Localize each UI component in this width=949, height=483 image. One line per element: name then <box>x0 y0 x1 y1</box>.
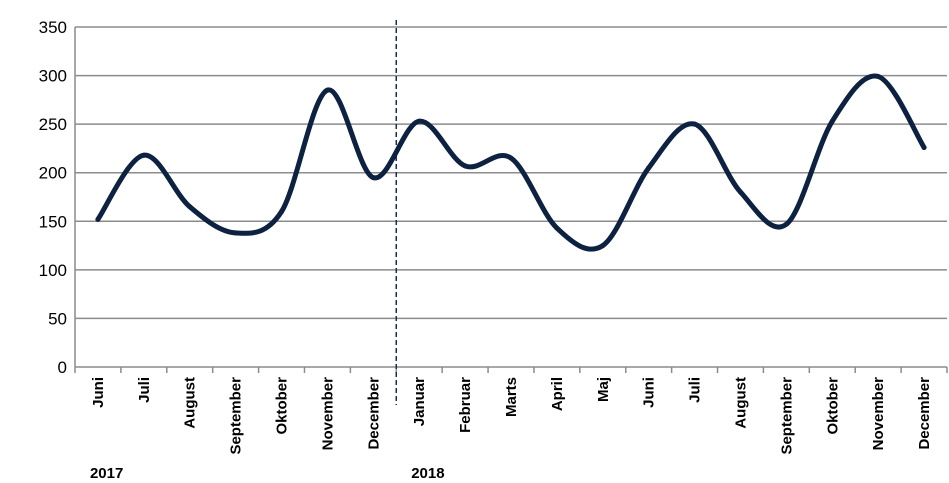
y-tick-label: 0 <box>58 358 67 377</box>
data-point <box>875 74 881 80</box>
x-tick-label: Oktober <box>824 377 841 435</box>
x-tick-label: Juni <box>641 377 658 408</box>
year-label: 2017 <box>90 465 123 482</box>
x-tick-labels: Juni Juli August September Oktober November De… <box>90 377 933 455</box>
data-point <box>233 230 239 236</box>
x-tick-label: Juni <box>90 377 107 408</box>
x-tick-label: Februar <box>457 377 474 433</box>
y-tick-label: 150 <box>39 212 67 231</box>
x-tick-label: December <box>365 377 382 450</box>
x-tick-label: Marts <box>503 377 520 417</box>
series-layer <box>95 73 927 252</box>
y-tick-label: 100 <box>39 261 67 280</box>
data-point <box>95 216 101 222</box>
data-point <box>279 209 285 215</box>
x-tick-label: Juli <box>687 377 704 403</box>
data-point <box>554 225 560 231</box>
x-tick-label: November <box>870 377 887 451</box>
data-point <box>508 155 514 161</box>
year-labels: 2017 2018 <box>90 465 445 482</box>
x-tick-label: September <box>778 377 795 455</box>
data-point <box>187 204 193 210</box>
y-tick-label: 350 <box>39 18 67 37</box>
x-tick-label: April <box>549 377 566 411</box>
grid-lines <box>75 26 947 320</box>
data-point <box>416 118 422 124</box>
x-tick-label: December <box>916 377 933 450</box>
x-tick-label: Oktober <box>274 377 291 435</box>
x-tick-label: September <box>228 377 245 455</box>
y-tick-label: 50 <box>48 309 67 328</box>
axes <box>74 27 948 373</box>
year-label: 2018 <box>411 465 444 482</box>
data-point <box>692 121 698 127</box>
data-point <box>737 189 743 195</box>
series-line <box>95 73 927 252</box>
x-tick-label: Maj <box>595 377 612 402</box>
x-tick-label: Januar <box>411 377 428 426</box>
x-tick-label: Juli <box>136 377 153 403</box>
x-tick-label: August <box>732 377 749 429</box>
y-tick-label: 300 <box>39 67 67 86</box>
data-point <box>370 175 376 181</box>
data-point <box>600 243 606 249</box>
data-point <box>646 165 652 171</box>
data-point <box>141 152 147 158</box>
y-tick-label: 250 <box>39 115 67 134</box>
y-tick-labels: 0 50 100 150 200 250 300 350 <box>39 18 67 377</box>
y-tick-label: 200 <box>39 164 67 183</box>
x-tick-label: November <box>319 377 336 451</box>
data-point <box>829 118 835 124</box>
x-tick-label: August <box>182 377 199 429</box>
data-point <box>462 163 468 169</box>
data-point <box>324 87 330 93</box>
data-point <box>783 221 789 227</box>
data-point <box>921 144 927 150</box>
